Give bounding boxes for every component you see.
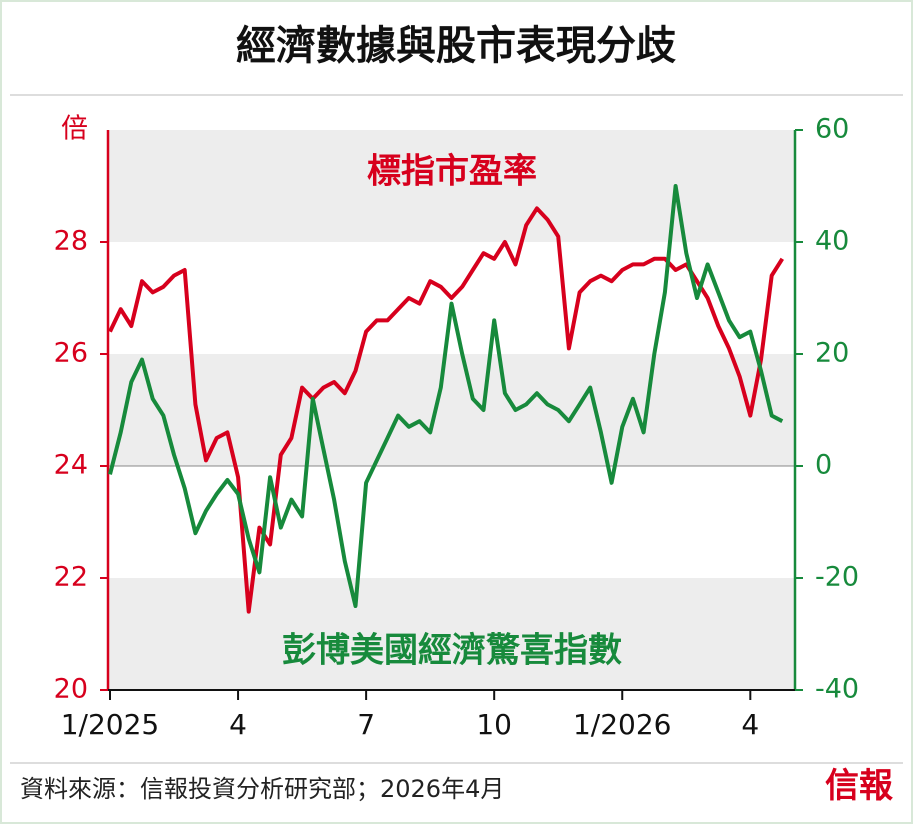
- y2-tick-label: 0: [815, 450, 832, 481]
- y2-tick-label: 60: [815, 114, 849, 145]
- y2-tick-label: 20: [815, 338, 849, 369]
- y-unit: 倍: [61, 114, 88, 145]
- logo: 信報: [825, 766, 893, 806]
- y-tick-label: 24: [54, 450, 88, 481]
- y2-tick-label: -20: [815, 562, 859, 593]
- y2-tick-label: 40: [815, 226, 849, 257]
- x-tick-label: 4: [229, 708, 247, 741]
- band: [108, 354, 795, 466]
- band: [108, 578, 795, 690]
- y-tick-label: 22: [54, 562, 88, 593]
- y-tick-label: 20: [54, 674, 88, 705]
- x-tick-label: 7: [357, 708, 375, 741]
- chart-title: 經濟數據與股市表現分歧: [236, 23, 676, 69]
- y-tick-label: 28: [54, 226, 88, 257]
- x-tick-label: 10: [476, 708, 512, 741]
- series-label: 標指市盈率: [367, 152, 537, 192]
- series-line: [108, 206, 784, 614]
- y-tick-label: 26: [54, 338, 88, 369]
- source: 資料來源：信報投資分析研究部；2026年4月: [20, 775, 504, 803]
- x-tick-label: 1/2026: [573, 708, 672, 741]
- plot-area: 20 22 24 26 28 倍 -40 -20 0 20 40 60 1/2025 4 7 10 1/2026…: [54, 114, 859, 742]
- y2-tick-label: -40: [815, 674, 859, 705]
- series-line: [108, 184, 784, 608]
- x-tick-label: 4: [741, 708, 759, 741]
- x-tick-label: 1/2025: [61, 708, 160, 741]
- series-label: 彭博美國經濟驚喜指數: [282, 631, 622, 671]
